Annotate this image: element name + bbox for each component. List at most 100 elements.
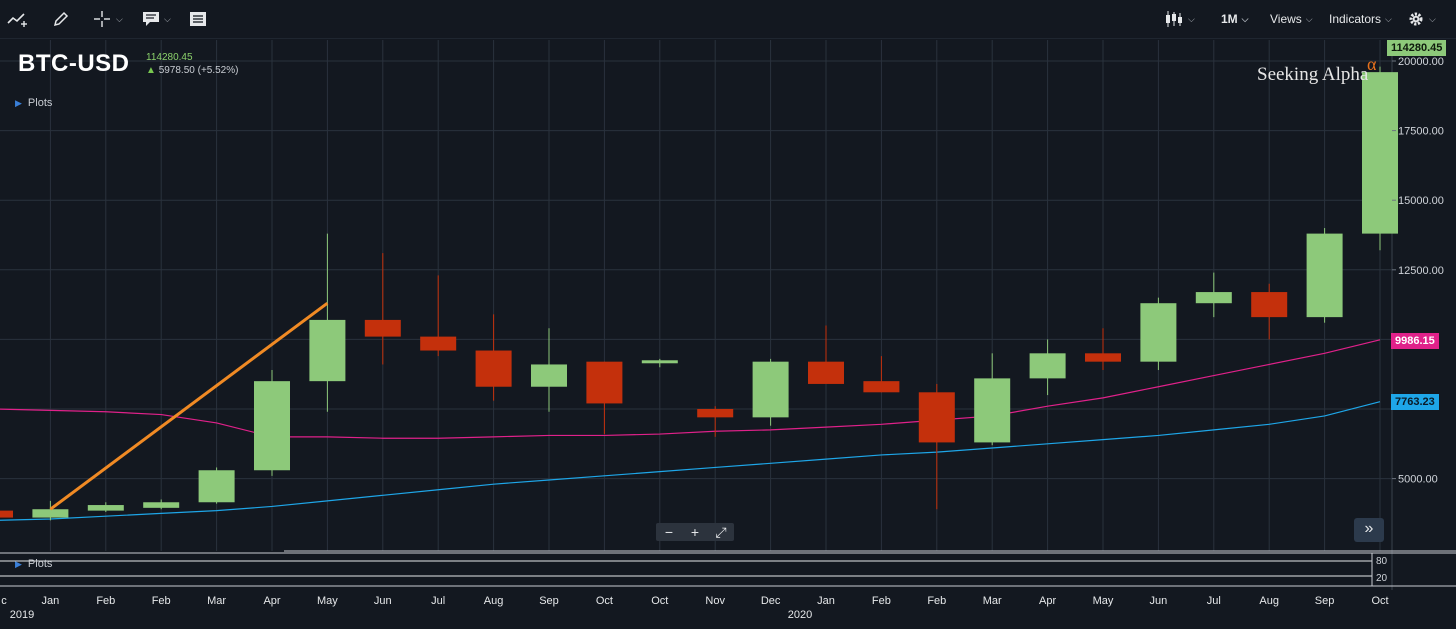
crosshair-icon[interactable]: ⌵	[92, 0, 123, 38]
zoom-in-button[interactable]: +	[690, 524, 700, 540]
moving-average-blue	[0, 401, 1381, 521]
candle	[1195, 272, 1232, 318]
candle-body	[752, 361, 789, 418]
x-axis-tick-label: Aug	[484, 595, 504, 607]
moving-average-lines	[0, 339, 1381, 521]
chevron-down-icon: ⌵	[1188, 13, 1195, 24]
candle-body	[808, 361, 844, 384]
last-price-tag: 114280.45	[1387, 40, 1447, 56]
x-axis-tick-label: Feb	[96, 595, 115, 607]
lower-pane-tick: 80	[1376, 556, 1388, 567]
candle-body	[1306, 233, 1343, 318]
y-axis-tick-label: 5000.00	[1398, 474, 1438, 486]
x-axis-tick-label: Jan	[42, 595, 60, 607]
candle-body	[1195, 292, 1232, 304]
candle	[531, 328, 567, 412]
candles	[0, 66, 1398, 521]
y-axis: 20000.00 17500.00 15000.00 12500.00 5000.00	[1392, 56, 1444, 486]
candle	[198, 467, 235, 504]
x-axis-tick-label: Jan	[817, 595, 835, 607]
candle-body	[918, 392, 955, 443]
moving-average-pink	[0, 339, 1381, 439]
candle	[364, 253, 401, 365]
x-axis-tick-label: Feb	[152, 595, 171, 607]
x-axis-year-label: 2020	[788, 609, 812, 621]
zoom-out-button[interactable]: −	[664, 524, 674, 540]
lower-pane: 80 20	[0, 550, 1456, 587]
candle-body	[1251, 292, 1288, 318]
candlestick-type-icon[interactable]: ⌵	[1164, 0, 1195, 38]
scroll-right-button[interactable]: »	[1354, 518, 1384, 542]
candle-body	[1085, 353, 1121, 362]
candle-body	[974, 378, 1011, 443]
draw-trend-icon[interactable]	[6, 0, 28, 38]
candle-body	[863, 381, 900, 393]
views-button[interactable]: Views ⌵	[1270, 0, 1313, 38]
x-axis-tick-label: Mar	[207, 595, 226, 607]
symbol-ticker: BTC-USD	[18, 50, 130, 77]
pencil-icon[interactable]	[52, 0, 70, 38]
candle-body	[198, 470, 235, 503]
x-axis-tick-label: Dec	[761, 595, 781, 607]
zoom-controls: − + ⤢	[656, 523, 734, 541]
candle-body	[32, 509, 69, 518]
indicators-button[interactable]: Indicators ⌵	[1329, 0, 1392, 38]
comment-icon[interactable]: ⌵	[142, 0, 171, 38]
last-price: 114280.45	[146, 52, 193, 63]
candle-body	[0, 510, 13, 518]
chevron-down-icon: ⌵	[164, 13, 171, 24]
candle	[808, 325, 844, 384]
x-axis-tick-label: c	[1, 595, 7, 607]
arrow-up-icon: ▲	[146, 65, 156, 76]
triangle-right-icon: ▶	[15, 98, 22, 108]
candle	[641, 358, 678, 368]
candle	[143, 499, 180, 510]
x-axis-tick-label: Apr	[263, 595, 280, 607]
candle	[918, 383, 955, 510]
candle	[1140, 297, 1177, 371]
pink-ma-tag: 9986.15	[1391, 333, 1439, 349]
candle-body	[475, 350, 512, 387]
lower-pane-tick: 20	[1376, 573, 1388, 584]
candle-body	[420, 336, 457, 351]
candle	[475, 314, 512, 401]
gear-icon[interactable]: ⌵	[1407, 0, 1436, 38]
chart-grid	[0, 40, 1393, 590]
views-label: Views	[1270, 12, 1302, 26]
candle	[974, 353, 1011, 446]
candle	[1029, 339, 1066, 396]
y-axis-tick-label: 12500.00	[1398, 265, 1444, 277]
candle	[309, 233, 346, 412]
x-axis-tick-label: Jun	[1150, 595, 1168, 607]
x-axis-tick-label: Jul	[1207, 595, 1221, 607]
candle	[32, 500, 69, 521]
alpha-logo-mark: α	[1367, 54, 1377, 74]
chevron-down-icon: ⌵	[1241, 13, 1249, 24]
fit-icon[interactable]: ⤢	[715, 523, 727, 540]
y-axis-tick-label: 17500.00	[1398, 126, 1444, 138]
y-axis-tick-label: 15000.00	[1398, 195, 1444, 207]
interval-label: 1M	[1221, 12, 1238, 26]
x-axis-tick-label: Oct	[596, 595, 613, 607]
x-axis-tick-label: May	[1093, 595, 1114, 607]
x-axis-tick-label: Oct	[1371, 595, 1388, 607]
price-change: ▲ 5978.50 (+5.52%)	[146, 65, 238, 76]
price-chart[interactable]: 80 20 20000.00 17500.00 15000.00 12500.00 500…	[0, 39, 1456, 629]
plots-toggle-main[interactable]: ▶ Plots	[15, 97, 52, 109]
interval-button[interactable]: 1M ⌵	[1221, 0, 1249, 38]
trendline	[49, 302, 329, 511]
x-axis-tick-label: Aug	[1259, 595, 1279, 607]
candle-body	[1029, 353, 1066, 379]
price-change-value: 5978.50 (+5.52%)	[158, 65, 239, 76]
plots-label: Plots	[27, 97, 53, 109]
x-axis-tick-label: Jun	[374, 595, 392, 607]
x-axis-tick-label: Sep	[1315, 595, 1335, 607]
x-axis-tick-label: Feb	[872, 595, 891, 607]
candle	[0, 510, 13, 518]
chevron-down-icon: ⌵	[1385, 13, 1392, 24]
x-axis-tick-label: Nov	[705, 595, 725, 607]
plots-toggle-lower[interactable]: ▶ Plots	[15, 558, 52, 570]
candle	[420, 275, 457, 357]
blue-ma-tag: 7763.23	[1391, 394, 1439, 410]
table-icon[interactable]	[189, 0, 207, 38]
